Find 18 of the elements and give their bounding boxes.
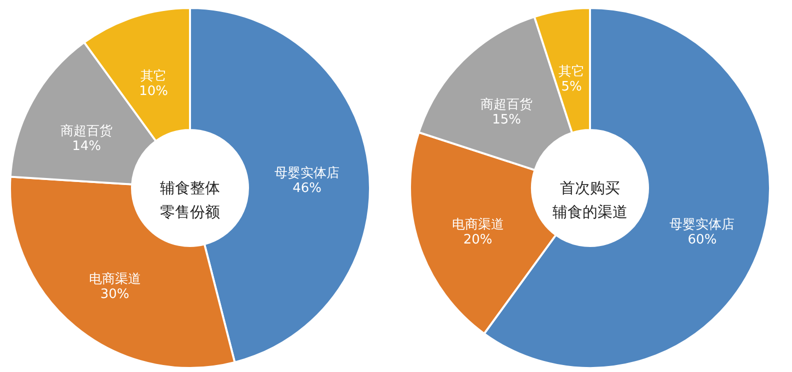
data-label: 20% — [463, 232, 492, 248]
text: 辅食整体零售份额 — [160, 179, 220, 221]
slice-label: 电商渠道 — [88, 272, 141, 287]
data-label: 14% — [72, 139, 102, 154]
text: 首次购买辅食的渠道 — [552, 179, 628, 221]
slice-label: 电商渠道 — [452, 217, 504, 232]
data-label: 5% — [561, 79, 582, 94]
slice-label: 母婴实体店 — [274, 165, 340, 182]
slice-label: 其它 — [140, 68, 167, 84]
data-label: 15% — [492, 112, 522, 128]
data-label: 10% — [139, 84, 168, 99]
slice-label: 其它 — [558, 63, 585, 80]
data-label: 46% — [292, 181, 322, 196]
slice-label: 母婴实体店 — [670, 216, 735, 232]
data-label: 60% — [688, 232, 717, 248]
slice-label: 商超百货 — [480, 98, 533, 113]
data-label: 30% — [100, 286, 130, 302]
slice-label: 商超百货 — [60, 124, 113, 140]
